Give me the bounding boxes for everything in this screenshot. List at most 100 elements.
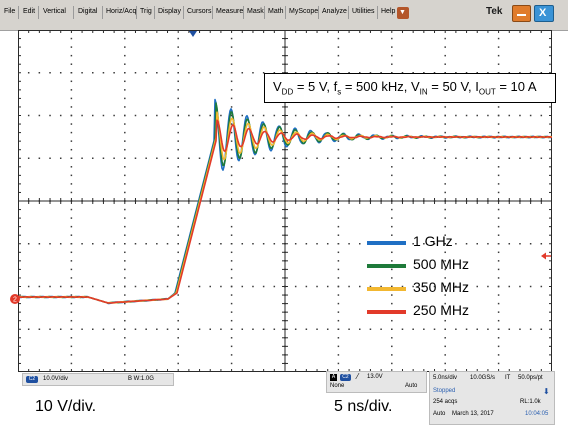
scope-screen[interactable]: VDD = 5 V, fs = 500 kHz, VIN = 50 V, IOU… bbox=[18, 30, 556, 372]
grid-dot bbox=[177, 354, 179, 356]
grid-dot bbox=[70, 362, 73, 365]
grid-dot bbox=[391, 123, 393, 125]
grid-dot bbox=[401, 157, 404, 159]
grid-dot bbox=[70, 260, 73, 262]
grid-dot bbox=[540, 285, 543, 288]
grid-dot bbox=[198, 157, 201, 159]
menu-digital[interactable]: Digital bbox=[78, 8, 98, 15]
trigger-readout[interactable]: A C2 ⁄ 13.0V None Auto bbox=[326, 371, 427, 393]
grid-dot bbox=[102, 285, 105, 288]
grid-dot bbox=[177, 157, 179, 159]
grid-dot bbox=[70, 148, 73, 151]
grid-dot bbox=[508, 243, 511, 245]
grid-dot bbox=[49, 114, 51, 117]
grid-dot bbox=[391, 302, 393, 305]
grid-dot bbox=[70, 208, 73, 211]
grid-dot bbox=[230, 354, 233, 356]
grid-dot bbox=[316, 285, 318, 288]
grid-dot bbox=[262, 157, 265, 159]
grid-dot bbox=[177, 234, 179, 236]
grid-dot bbox=[337, 114, 340, 117]
menu-cursors[interactable]: Cursors bbox=[187, 8, 212, 15]
menu-mask[interactable]: Mask bbox=[247, 8, 264, 15]
grid-dot bbox=[412, 285, 414, 288]
trigger-coupling: None bbox=[330, 383, 345, 389]
menu-horiz-acq[interactable]: Horiz/Acq bbox=[106, 8, 137, 15]
grid-dot bbox=[81, 243, 83, 245]
menu-display[interactable]: Display bbox=[158, 8, 181, 15]
grid-dot bbox=[70, 114, 73, 117]
grid-dot bbox=[337, 354, 340, 356]
grid-dot bbox=[391, 234, 393, 236]
menu-analyze[interactable]: Analyze bbox=[322, 8, 347, 15]
acquisition-panel[interactable]: 5.0ns/div 10.0GS/s IT 50.0ps/pt Stopped … bbox=[429, 371, 555, 425]
grid-dot bbox=[230, 260, 233, 262]
menu-utilities[interactable]: Utilities bbox=[352, 8, 375, 15]
menu-edit[interactable]: Edit bbox=[23, 8, 36, 15]
grid-dot bbox=[497, 106, 500, 108]
grid-dot bbox=[220, 114, 222, 117]
menu-myscope[interactable]: MyScope bbox=[289, 8, 319, 15]
grid-dot bbox=[337, 191, 340, 194]
grid-dot bbox=[444, 183, 446, 185]
grid-dot bbox=[230, 328, 233, 330]
grid-dot bbox=[177, 166, 179, 168]
grid-dot bbox=[444, 174, 446, 177]
grid-dot bbox=[156, 157, 158, 159]
grid-dot bbox=[177, 89, 179, 91]
grid-dot bbox=[124, 183, 126, 185]
menu-math[interactable]: Math bbox=[268, 8, 284, 15]
grid-dot bbox=[188, 285, 190, 288]
grid-dot bbox=[81, 72, 83, 74]
grid-dot bbox=[102, 243, 105, 245]
grid-dot bbox=[241, 114, 244, 117]
grid-dot bbox=[337, 54, 340, 57]
grid-dot bbox=[391, 54, 393, 57]
trace-250mhz bbox=[18, 119, 552, 304]
grid-dot bbox=[230, 337, 233, 339]
grid-dot bbox=[59, 157, 62, 159]
grid-dot bbox=[326, 72, 329, 74]
grid-dot bbox=[305, 285, 308, 288]
minimize-button[interactable] bbox=[512, 5, 531, 22]
menu-vertical[interactable]: Vertical bbox=[43, 8, 66, 15]
menu-measure[interactable]: Measure bbox=[216, 8, 244, 15]
grid-dot bbox=[497, 319, 500, 322]
grid-dot bbox=[124, 260, 126, 262]
menu-divider bbox=[318, 6, 319, 19]
grid-dot bbox=[476, 157, 478, 159]
grid-dot bbox=[369, 285, 372, 288]
grid-dot bbox=[487, 72, 489, 74]
graticule bbox=[18, 30, 552, 372]
grid-dot bbox=[391, 157, 393, 159]
dropdown-icon[interactable]: ▼ bbox=[397, 7, 409, 19]
trace-500mhz bbox=[18, 102, 552, 304]
grid-dot bbox=[27, 285, 30, 288]
acq-count: 254 acqs bbox=[433, 399, 458, 405]
grid-dot bbox=[102, 114, 105, 117]
channel-ground-icon[interactable]: 2 bbox=[9, 292, 23, 306]
grid-dot bbox=[391, 294, 393, 296]
grid-dot bbox=[209, 72, 211, 74]
grid-dot bbox=[444, 46, 446, 48]
grid-dot bbox=[177, 311, 179, 313]
grid-dot bbox=[444, 285, 446, 288]
time-per-div-caption: 5 ns/div. bbox=[334, 398, 393, 415]
menu-file[interactable]: File bbox=[4, 8, 16, 15]
menu-help[interactable]: Help bbox=[381, 8, 396, 15]
close-button[interactable]: X bbox=[534, 5, 554, 22]
menu-trig[interactable]: Trig bbox=[140, 8, 152, 15]
grid-dot bbox=[337, 148, 340, 151]
tek-logo: Tek bbox=[486, 6, 503, 17]
grid-dot bbox=[230, 166, 233, 168]
grid-dot bbox=[391, 260, 393, 262]
grid-dot bbox=[391, 337, 393, 339]
grid-dot bbox=[337, 362, 340, 365]
grid-dot bbox=[444, 148, 446, 151]
grid-dot bbox=[124, 123, 126, 125]
grid-dot bbox=[497, 260, 500, 262]
channel-readout[interactable]: C2 10.0V/div B W:1.0G bbox=[22, 373, 174, 386]
grid-dot bbox=[337, 183, 340, 185]
grid-dot bbox=[455, 243, 457, 245]
grid-dot bbox=[209, 243, 211, 245]
